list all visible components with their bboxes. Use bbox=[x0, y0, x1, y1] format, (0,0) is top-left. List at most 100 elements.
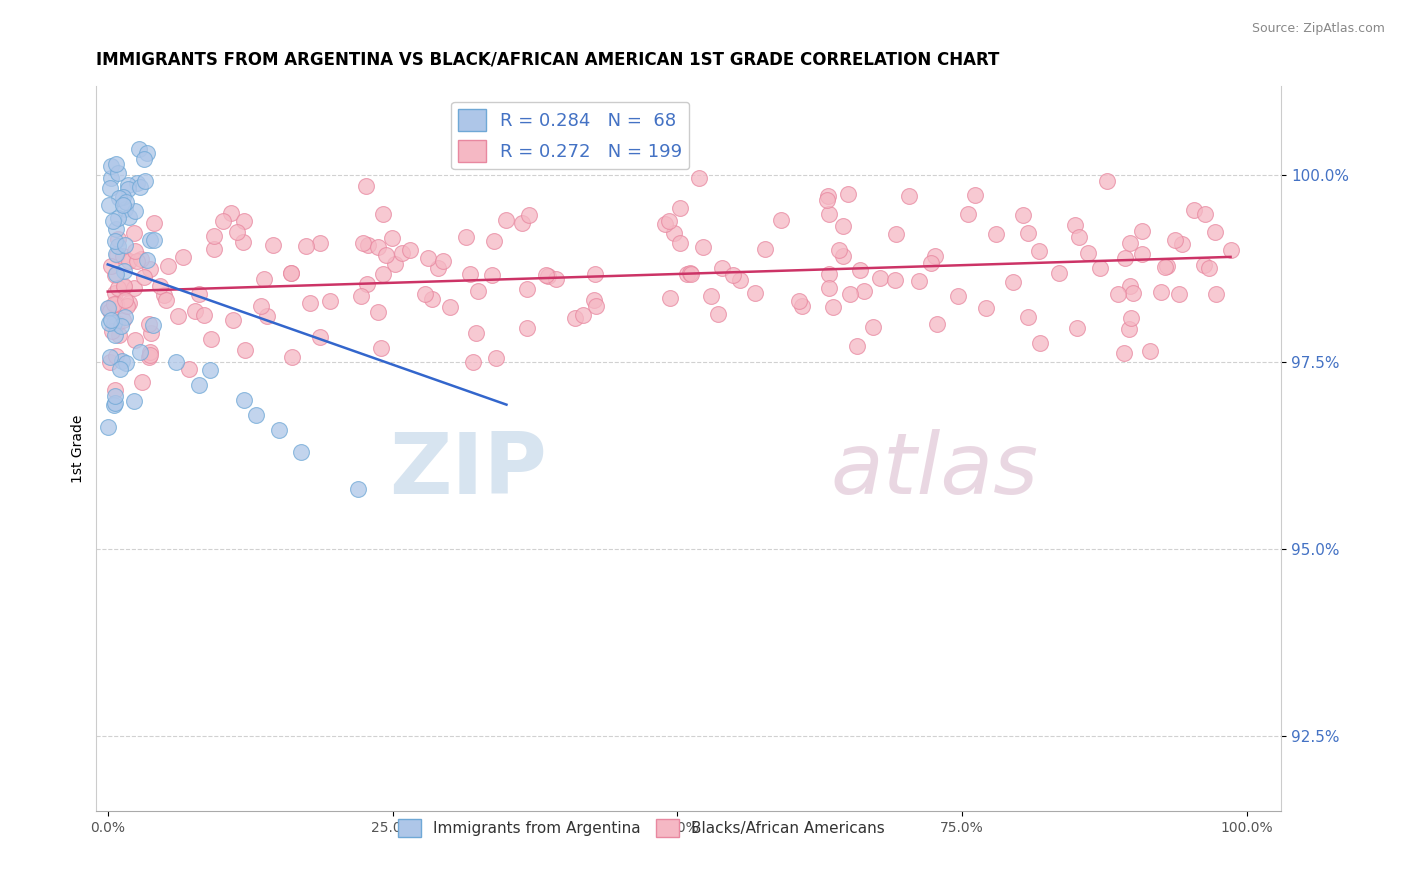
Point bbox=[142, 234, 165, 248]
Point bbox=[112, 280, 135, 294]
Text: atlas: atlas bbox=[831, 429, 1039, 512]
Point bbox=[536, 268, 558, 283]
Point bbox=[482, 234, 505, 248]
Point bbox=[100, 181, 122, 195]
Point bbox=[845, 339, 868, 353]
Point bbox=[1168, 286, 1191, 301]
Point bbox=[1047, 266, 1070, 280]
Point bbox=[848, 262, 870, 277]
Point bbox=[347, 483, 370, 497]
Point bbox=[1130, 224, 1153, 238]
Point bbox=[128, 180, 150, 194]
Point bbox=[1028, 335, 1050, 350]
Point bbox=[262, 238, 284, 252]
Point bbox=[97, 420, 120, 434]
Point bbox=[744, 286, 766, 301]
Point bbox=[1095, 174, 1118, 188]
Point bbox=[817, 189, 839, 203]
Point bbox=[373, 207, 395, 221]
Point bbox=[250, 299, 273, 313]
Point bbox=[179, 361, 201, 376]
Point bbox=[136, 253, 159, 268]
Point bbox=[118, 296, 141, 310]
Point bbox=[381, 231, 404, 245]
Point bbox=[110, 319, 132, 334]
Point bbox=[200, 363, 222, 377]
Point bbox=[193, 308, 215, 322]
Point bbox=[884, 227, 907, 241]
Point bbox=[1069, 229, 1091, 244]
Point bbox=[659, 291, 682, 305]
Point bbox=[143, 216, 166, 230]
Point bbox=[818, 281, 841, 295]
Point bbox=[454, 230, 477, 244]
Point bbox=[769, 212, 792, 227]
Point bbox=[212, 214, 235, 228]
Point bbox=[1171, 236, 1194, 251]
Point bbox=[128, 143, 150, 157]
Point bbox=[319, 293, 342, 308]
Point bbox=[105, 349, 128, 363]
Point bbox=[103, 297, 125, 311]
Point bbox=[572, 308, 595, 322]
Point bbox=[114, 238, 136, 252]
Point bbox=[295, 239, 318, 253]
Point bbox=[688, 170, 710, 185]
Point bbox=[1118, 322, 1140, 336]
Point bbox=[1184, 203, 1206, 218]
Point bbox=[516, 321, 538, 335]
Point bbox=[245, 408, 267, 422]
Point bbox=[1114, 251, 1136, 265]
Point bbox=[728, 272, 751, 286]
Point bbox=[139, 345, 162, 359]
Point bbox=[111, 354, 134, 368]
Point bbox=[420, 293, 443, 307]
Point bbox=[111, 190, 134, 204]
Point bbox=[374, 247, 396, 261]
Point bbox=[105, 248, 128, 262]
Point bbox=[754, 242, 776, 256]
Point bbox=[138, 351, 160, 365]
Point bbox=[1164, 233, 1187, 247]
Point bbox=[204, 228, 226, 243]
Point bbox=[281, 351, 304, 365]
Point bbox=[112, 198, 135, 212]
Point bbox=[101, 325, 124, 339]
Point bbox=[202, 242, 225, 256]
Point bbox=[818, 207, 841, 221]
Point bbox=[104, 396, 127, 410]
Point bbox=[103, 398, 125, 412]
Point bbox=[107, 232, 129, 246]
Point bbox=[544, 272, 567, 286]
Point bbox=[138, 317, 160, 331]
Point bbox=[226, 225, 249, 239]
Point bbox=[156, 259, 179, 273]
Point bbox=[117, 253, 139, 268]
Point bbox=[104, 222, 127, 236]
Point bbox=[463, 355, 485, 369]
Point bbox=[458, 267, 481, 281]
Point bbox=[101, 214, 124, 228]
Point bbox=[883, 273, 905, 287]
Point bbox=[678, 266, 700, 280]
Point bbox=[134, 173, 156, 187]
Point bbox=[373, 267, 395, 281]
Point bbox=[837, 187, 859, 202]
Point bbox=[118, 210, 141, 224]
Point bbox=[114, 293, 136, 307]
Text: ZIP: ZIP bbox=[389, 429, 547, 512]
Point bbox=[1107, 286, 1129, 301]
Point bbox=[124, 333, 146, 347]
Point bbox=[122, 227, 145, 241]
Point bbox=[391, 246, 413, 260]
Point bbox=[354, 178, 377, 193]
Point bbox=[564, 310, 586, 325]
Point bbox=[104, 389, 127, 403]
Point bbox=[485, 351, 508, 365]
Point bbox=[669, 236, 692, 251]
Point bbox=[1017, 310, 1039, 324]
Point bbox=[142, 318, 165, 332]
Point bbox=[132, 270, 155, 285]
Point bbox=[200, 332, 222, 346]
Point bbox=[1192, 258, 1215, 272]
